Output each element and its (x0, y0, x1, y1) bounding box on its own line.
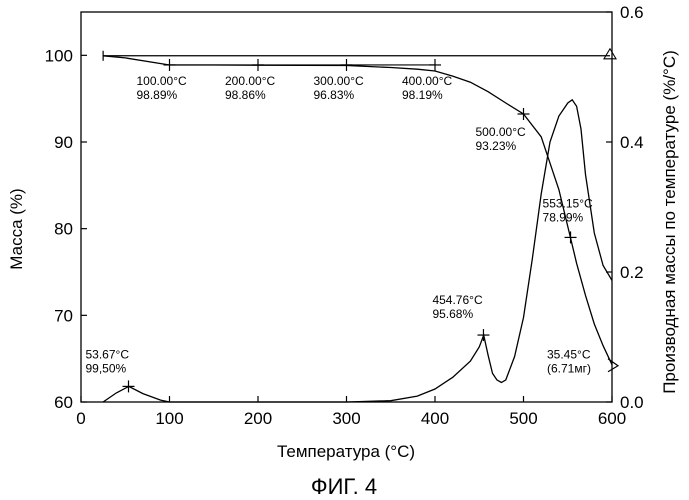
annotation-label: 78.99% (543, 210, 584, 224)
y-tick-label: 100 (45, 46, 73, 65)
y2-tick-label: 0.2 (620, 263, 644, 282)
annotation-marker: 53.67°C99,50% (85, 347, 134, 392)
series-layer (103, 49, 616, 402)
annotation-label: (6.71мг) (547, 362, 591, 376)
annotation-marker: 500.00°C93.23% (476, 108, 530, 153)
x-tick-label: 400 (421, 409, 449, 428)
x-axis-title: Температура (°C) (277, 442, 415, 461)
annotation-label: 100.00°C (137, 74, 188, 88)
annotation-marker: 553.15°C78.99% (543, 196, 594, 243)
mass-curve (103, 56, 612, 365)
annotation-label: 93.23% (476, 139, 517, 153)
derivative-curve (103, 100, 612, 402)
y2-axis-title: Производная массы по температуре (%/°C) (660, 50, 679, 394)
annotation-label: 98.19% (402, 88, 443, 102)
y2-tick-label: 0.0 (620, 393, 644, 412)
annotation-label: 300.00°C (314, 74, 365, 88)
figure-caption: ФИГ. 4 (311, 474, 377, 499)
y-axis-title: Масса (%) (7, 188, 26, 269)
annotation-label: 98.86% (225, 88, 266, 102)
x-tick-label: 100 (155, 409, 183, 428)
annotation-layer: 100.00°C98.89% 200.00°C98.86% 300.00°C96.8… (85, 59, 618, 392)
y-tick-label: 80 (54, 220, 73, 239)
y-tick-label: 70 (54, 306, 73, 325)
annotation-label: 35.45°C (547, 348, 591, 362)
annotation-label: 99,50% (85, 361, 126, 375)
annotation-marker: 454.76°C95.68% (432, 293, 489, 341)
annotation-label: 98.89% (137, 88, 178, 102)
annotation-label: 200.00°C (225, 74, 276, 88)
annotation-label: 454.76°C (432, 293, 483, 307)
annotation-label: 553.15°C (543, 196, 594, 210)
x-tick-label: 0 (76, 409, 85, 428)
x-tick-label: 200 (244, 409, 272, 428)
annotation-label: 500.00°C (476, 125, 527, 139)
x-tick-label: 500 (509, 409, 537, 428)
baseline-arrowhead (604, 49, 616, 59)
y-tick-label: 90 (54, 133, 73, 152)
y2-tick-label: 0.4 (620, 133, 644, 152)
annotation-label: 95.68% (432, 307, 473, 321)
annotation-label: 53.67°C (85, 347, 129, 361)
y-tick-label: 60 (54, 393, 73, 412)
y2-tick-label: 0.6 (620, 3, 644, 22)
annotation-marker: 35.45°C(6.71мг) (547, 348, 618, 376)
annotation-label: 96.83% (314, 88, 355, 102)
annotation-label: 400.00°C (402, 74, 453, 88)
x-tick-label: 300 (332, 409, 360, 428)
